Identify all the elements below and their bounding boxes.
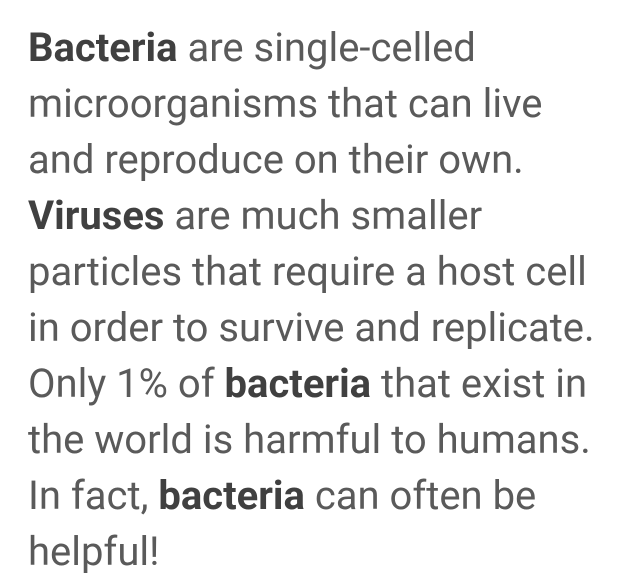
body-paragraph: Bacteria are single-celled microorganism… [28, 20, 609, 580]
bold-term-bacteria: bacteria [158, 472, 305, 519]
bold-term-bacteria: bacteria [225, 360, 372, 407]
bold-term-bacteria: Bacteria [28, 24, 178, 71]
bold-term-viruses: Viruses [28, 192, 164, 239]
